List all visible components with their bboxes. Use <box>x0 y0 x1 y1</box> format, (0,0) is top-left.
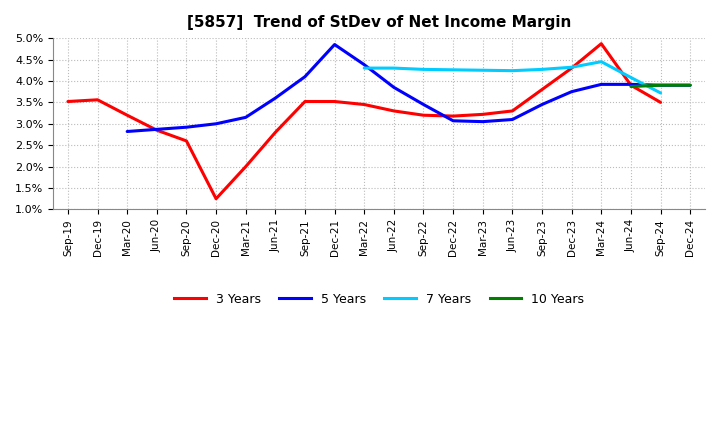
5 Years <box>567 89 576 94</box>
5 Years <box>301 74 310 79</box>
3 Years <box>538 87 546 92</box>
3 Years <box>93 97 102 103</box>
5 Years <box>626 82 635 87</box>
3 Years <box>360 102 369 107</box>
Legend: 3 Years, 5 Years, 7 Years, 10 Years: 3 Years, 5 Years, 7 Years, 10 Years <box>169 288 589 311</box>
7 Years <box>538 67 546 72</box>
7 Years <box>626 75 635 80</box>
5 Years <box>212 121 220 126</box>
7 Years <box>656 90 665 95</box>
3 Years <box>508 108 517 114</box>
5 Years <box>153 127 161 132</box>
7 Years <box>390 66 398 71</box>
Line: 10 Years: 10 Years <box>631 85 690 87</box>
10 Years <box>656 83 665 88</box>
5 Years <box>390 85 398 90</box>
7 Years <box>567 65 576 70</box>
5 Years <box>538 102 546 107</box>
5 Years <box>182 125 191 130</box>
Line: 3 Years: 3 Years <box>68 44 660 199</box>
5 Years <box>479 119 487 124</box>
3 Years <box>301 99 310 104</box>
3 Years <box>63 99 72 104</box>
5 Years <box>419 102 428 107</box>
3 Years <box>123 113 132 118</box>
7 Years <box>508 68 517 73</box>
3 Years <box>330 99 339 104</box>
7 Years <box>419 67 428 72</box>
Line: 7 Years: 7 Years <box>364 62 660 93</box>
5 Years <box>271 95 279 101</box>
Line: 5 Years: 5 Years <box>127 44 690 132</box>
7 Years <box>479 68 487 73</box>
3 Years <box>212 196 220 202</box>
5 Years <box>123 129 132 134</box>
5 Years <box>241 115 250 120</box>
7 Years <box>449 67 457 73</box>
5 Years <box>508 117 517 122</box>
5 Years <box>597 82 606 87</box>
3 Years <box>567 66 576 71</box>
3 Years <box>271 130 279 135</box>
Title: [5857]  Trend of StDev of Net Income Margin: [5857] Trend of StDev of Net Income Marg… <box>187 15 571 30</box>
3 Years <box>390 108 398 114</box>
7 Years <box>360 66 369 71</box>
5 Years <box>330 42 339 47</box>
3 Years <box>656 100 665 105</box>
10 Years <box>626 84 635 89</box>
3 Years <box>479 112 487 117</box>
7 Years <box>597 59 606 64</box>
5 Years <box>360 62 369 67</box>
10 Years <box>686 83 695 88</box>
5 Years <box>656 83 665 88</box>
3 Years <box>449 114 457 119</box>
3 Years <box>241 164 250 169</box>
3 Years <box>597 41 606 46</box>
3 Years <box>626 83 635 88</box>
3 Years <box>419 113 428 118</box>
5 Years <box>449 118 457 124</box>
3 Years <box>182 138 191 143</box>
5 Years <box>686 83 695 88</box>
3 Years <box>153 128 161 133</box>
